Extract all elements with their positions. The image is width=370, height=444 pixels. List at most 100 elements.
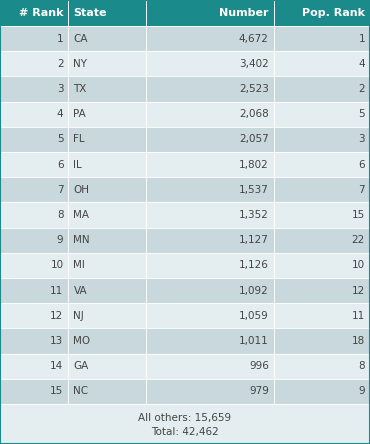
Text: OH: OH <box>74 185 90 195</box>
Text: Total: 42,462: Total: 42,462 <box>151 427 219 437</box>
Bar <box>68 202 146 228</box>
Text: 4,672: 4,672 <box>239 34 269 44</box>
Bar <box>274 26 370 51</box>
Bar <box>274 76 370 102</box>
Bar <box>68 177 146 202</box>
Text: 2,068: 2,068 <box>239 109 269 119</box>
Bar <box>146 26 274 51</box>
Text: 1: 1 <box>57 34 63 44</box>
Bar <box>68 303 146 329</box>
Text: 10: 10 <box>50 260 63 270</box>
Text: 3: 3 <box>359 135 365 144</box>
Bar <box>0 177 68 202</box>
Bar <box>0 127 68 152</box>
Text: CA: CA <box>74 34 88 44</box>
Text: 6: 6 <box>57 159 63 170</box>
Text: 7: 7 <box>359 185 365 195</box>
Bar <box>274 202 370 228</box>
Text: State: State <box>74 8 107 18</box>
Bar <box>68 76 146 102</box>
Bar <box>274 127 370 152</box>
Text: FL: FL <box>74 135 85 144</box>
Bar <box>146 253 274 278</box>
Text: All others: 15,659: All others: 15,659 <box>138 413 232 423</box>
Bar <box>274 278 370 303</box>
Text: 979: 979 <box>249 386 269 396</box>
Text: MN: MN <box>74 235 90 245</box>
Text: 7: 7 <box>57 185 63 195</box>
Bar <box>146 76 274 102</box>
Bar <box>274 228 370 253</box>
Bar <box>146 102 274 127</box>
Text: 2,523: 2,523 <box>239 84 269 94</box>
Text: 12: 12 <box>352 285 365 296</box>
Bar <box>146 303 274 329</box>
Text: 8: 8 <box>359 361 365 371</box>
Text: 3: 3 <box>57 84 63 94</box>
Text: 12: 12 <box>50 311 63 321</box>
Text: Number: Number <box>219 8 269 18</box>
Bar <box>68 379 146 404</box>
Text: 9: 9 <box>359 386 365 396</box>
Text: 9: 9 <box>57 235 63 245</box>
Bar <box>0 51 68 76</box>
Text: 3,402: 3,402 <box>239 59 269 69</box>
Bar <box>146 177 274 202</box>
Bar <box>0 404 370 444</box>
Text: 5: 5 <box>57 135 63 144</box>
Bar <box>0 102 68 127</box>
Text: MI: MI <box>74 260 85 270</box>
Text: 4: 4 <box>57 109 63 119</box>
Text: # Rank: # Rank <box>19 8 63 18</box>
Text: 1,092: 1,092 <box>239 285 269 296</box>
Text: 10: 10 <box>352 260 365 270</box>
Text: 18: 18 <box>352 336 365 346</box>
Text: 5: 5 <box>359 109 365 119</box>
Bar <box>68 329 146 353</box>
Text: MO: MO <box>74 336 91 346</box>
Bar <box>146 0 274 26</box>
Bar <box>68 152 146 177</box>
Text: 11: 11 <box>50 285 63 296</box>
Text: GA: GA <box>74 361 89 371</box>
Text: 13: 13 <box>50 336 63 346</box>
Text: NJ: NJ <box>74 311 84 321</box>
Text: 1,126: 1,126 <box>239 260 269 270</box>
Bar <box>0 152 68 177</box>
Bar <box>0 278 68 303</box>
Text: 22: 22 <box>352 235 365 245</box>
Bar <box>146 152 274 177</box>
Bar <box>0 228 68 253</box>
Text: 2: 2 <box>359 84 365 94</box>
Bar <box>146 278 274 303</box>
Bar <box>146 329 274 353</box>
Bar <box>146 228 274 253</box>
Text: Pop. Rank: Pop. Rank <box>302 8 365 18</box>
Bar <box>0 0 68 26</box>
Text: PA: PA <box>74 109 86 119</box>
Text: 1,802: 1,802 <box>239 159 269 170</box>
Bar <box>146 379 274 404</box>
Bar <box>0 379 68 404</box>
Bar <box>274 51 370 76</box>
Bar <box>68 0 146 26</box>
Text: 14: 14 <box>50 361 63 371</box>
Bar <box>0 329 68 353</box>
Bar <box>0 303 68 329</box>
Bar <box>68 102 146 127</box>
Bar <box>274 177 370 202</box>
Text: 6: 6 <box>359 159 365 170</box>
Text: 1,059: 1,059 <box>239 311 269 321</box>
Text: 1,352: 1,352 <box>239 210 269 220</box>
Bar <box>274 253 370 278</box>
Text: NY: NY <box>74 59 87 69</box>
Text: 1,127: 1,127 <box>239 235 269 245</box>
Text: IL: IL <box>74 159 82 170</box>
Bar <box>68 353 146 379</box>
Bar <box>0 76 68 102</box>
Bar <box>68 26 146 51</box>
Text: 1,011: 1,011 <box>239 336 269 346</box>
Bar <box>0 253 68 278</box>
Text: MA: MA <box>74 210 90 220</box>
Bar <box>146 353 274 379</box>
